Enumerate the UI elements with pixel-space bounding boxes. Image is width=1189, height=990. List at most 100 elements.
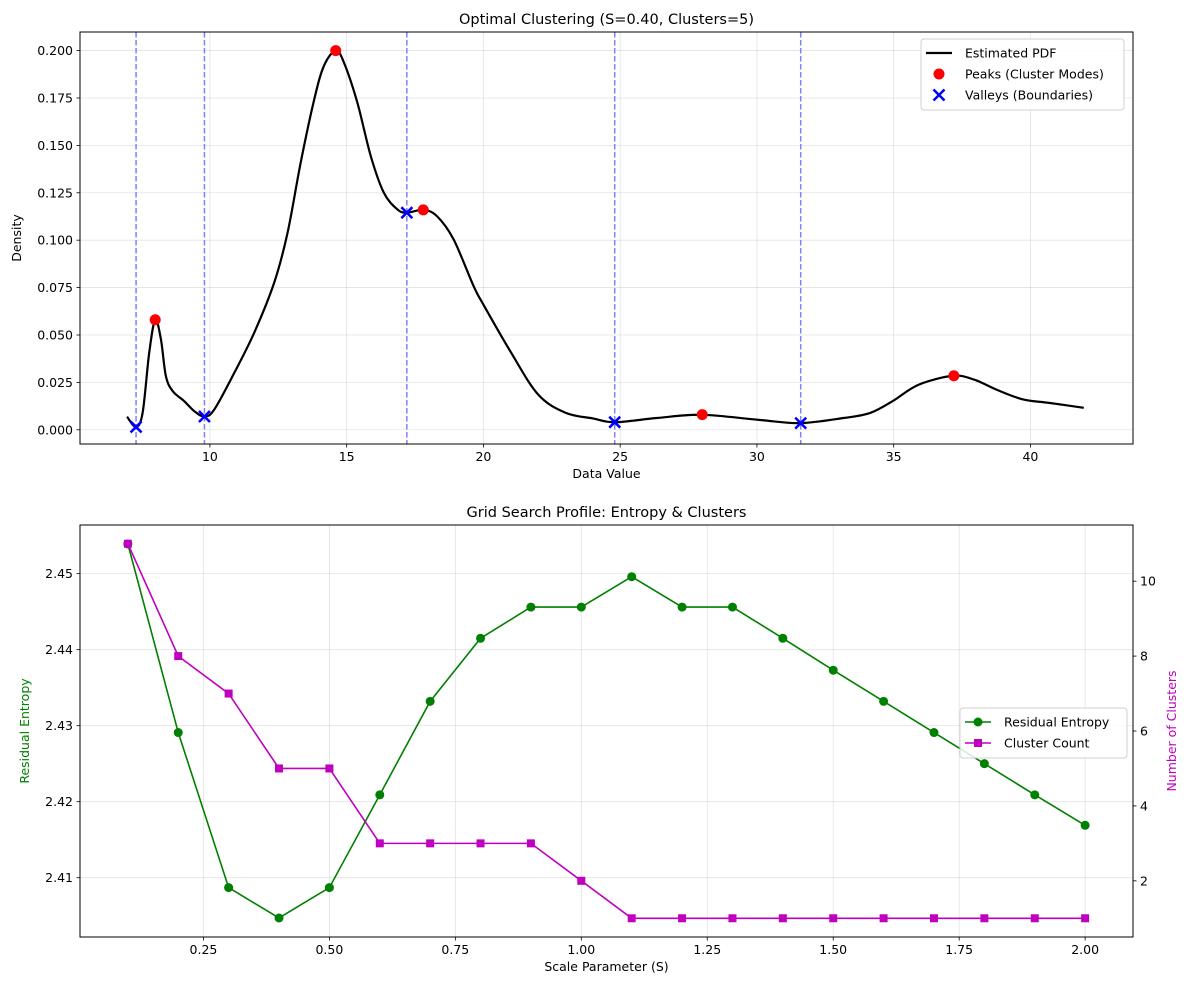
x-tick-label: 30 <box>749 449 765 464</box>
valley-marker <box>794 416 808 430</box>
chart-title: Grid Search Profile: Entropy & Clusters <box>467 505 747 521</box>
cluster-count-point <box>829 914 838 923</box>
cluster-count-point <box>275 764 284 773</box>
entropy-point <box>526 602 536 612</box>
entropy-point <box>879 696 889 706</box>
entropy-point <box>173 728 183 738</box>
y-tick-label: 0.175 <box>37 90 73 105</box>
legend-label: Valleys (Boundaries) <box>965 88 1093 103</box>
entropy-point <box>375 790 385 800</box>
axes-frame <box>79 31 1134 445</box>
y-tick-label: 2.45 <box>45 566 73 581</box>
valley-marker <box>400 206 414 220</box>
x-tick-label: 10 <box>202 449 218 464</box>
x-tick-label: 1.25 <box>693 942 721 957</box>
entropy-point <box>224 883 234 893</box>
cluster-count-point <box>224 689 233 698</box>
y-axis-label-left: Residual Entropy <box>17 678 32 784</box>
entropy-point <box>828 665 838 675</box>
cluster-count-point <box>577 876 586 885</box>
right-y-tick-label: 2 <box>1140 873 1148 888</box>
right-y-tick-label: 10 <box>1140 574 1156 589</box>
cluster-count-line <box>127 543 1086 920</box>
cluster-count-point <box>476 839 485 848</box>
peak-marker <box>330 45 342 57</box>
valley-marker <box>608 415 622 429</box>
entropy-point <box>324 883 334 893</box>
cluster-count-point <box>375 839 384 848</box>
legend-box <box>959 707 1128 759</box>
x-tick-label: 2.00 <box>1071 942 1099 957</box>
cluster-count-point <box>929 914 938 923</box>
y-tick-label: 0.025 <box>37 375 73 390</box>
y-tick-label: 0.150 <box>37 138 73 153</box>
x-tick-label: 1.75 <box>945 942 973 957</box>
y-tick-label: 0.000 <box>37 422 73 437</box>
y-tick-label: 0.050 <box>37 327 73 342</box>
x-tick-label: 25 <box>612 449 628 464</box>
chart-title: Optimal Clustering (S=0.40, Clusters=5) <box>459 12 754 28</box>
right-y-tick-label: 6 <box>1140 724 1148 739</box>
grid-search-plot: 0.25 0.50 0.75 1.00 1.25 1.50 1.75 2.00 2.41 2.42… <box>17 505 1179 974</box>
peak-marker <box>417 204 429 216</box>
legend-label: Cluster Count <box>1004 736 1090 751</box>
peak-marker <box>948 370 960 382</box>
y-tick-label: 2.43 <box>45 718 73 733</box>
entropy-point <box>1080 820 1090 830</box>
cluster-count-point <box>678 914 687 923</box>
cluster-count-point <box>325 764 334 773</box>
entropy-point <box>425 696 435 706</box>
right-y-tick-label: 8 <box>1140 649 1148 664</box>
y-axis-label: Density <box>9 214 24 262</box>
legend-label: Peaks (Cluster Modes) <box>965 67 1104 82</box>
cluster-count-point <box>1081 914 1090 923</box>
y-tick-label: 2.44 <box>45 642 73 657</box>
valley-marker <box>198 410 211 423</box>
x-tick-label: 40 <box>1022 449 1038 464</box>
x-tick-label: 15 <box>339 449 355 464</box>
legend-peak-icon <box>933 68 945 80</box>
legend-box <box>920 38 1125 111</box>
cluster-count-point <box>1030 914 1039 923</box>
y-tick-label: 0.075 <box>37 280 73 295</box>
valley-marker <box>129 420 143 434</box>
entropy-point <box>929 728 939 738</box>
x-tick-label: 20 <box>475 449 491 464</box>
x-tick-label: 1.00 <box>567 942 595 957</box>
pdf-line <box>126 49 1084 429</box>
y-axis-label-right: Number of Clusters <box>1164 670 1179 791</box>
cluster-count-point <box>879 914 888 923</box>
entropy-point <box>476 633 486 643</box>
legend-label: Residual Entropy <box>1004 715 1110 730</box>
entropy-line <box>127 543 1086 919</box>
entropy-point <box>727 602 737 612</box>
entropy-point <box>274 913 284 923</box>
right-y-tick-label: 4 <box>1140 798 1148 813</box>
x-tick-label: 35 <box>886 449 902 464</box>
entropy-point <box>1030 790 1040 800</box>
x-tick-label: 0.50 <box>315 942 343 957</box>
cluster-count-point <box>174 652 183 661</box>
entropy-point <box>778 633 788 643</box>
density-plot: 10 15 20 25 30 35 40 0.000 0.025 0.050 0.075 0.100 0… <box>9 12 1134 481</box>
legend-valley-icon <box>932 88 946 102</box>
x-tick-label: 1.50 <box>819 942 847 957</box>
cluster-count-point <box>526 839 535 848</box>
x-axis-label: Data Value <box>572 466 640 481</box>
cluster-count-point <box>426 839 435 848</box>
y-tick-label: 2.42 <box>45 794 73 809</box>
x-tick-label: 0.25 <box>190 942 218 957</box>
cluster-count-point <box>980 914 989 923</box>
legend-cluster-marker-icon <box>974 739 982 747</box>
cluster-count-point <box>627 914 636 923</box>
entropy-point <box>627 572 637 582</box>
axes-frame <box>79 524 1134 938</box>
plot-area <box>80 525 1133 937</box>
cluster-count-point <box>728 914 737 923</box>
y-tick-label: 0.100 <box>37 233 73 248</box>
entropy-point <box>576 602 586 612</box>
y-tick-label: 0.125 <box>37 185 73 200</box>
entropy-point <box>979 759 989 769</box>
legend-entropy-marker-icon <box>973 717 983 727</box>
